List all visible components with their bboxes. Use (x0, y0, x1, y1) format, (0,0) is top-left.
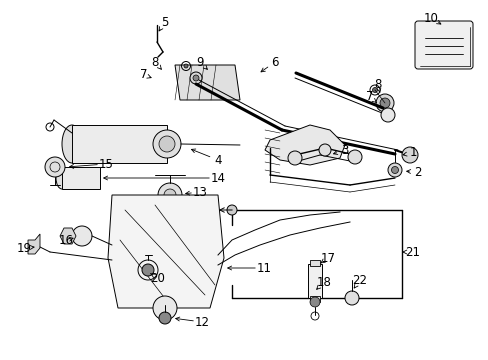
Circle shape (401, 147, 417, 163)
Circle shape (347, 150, 361, 164)
Text: 5: 5 (161, 15, 168, 28)
Circle shape (375, 94, 393, 112)
Text: 4: 4 (214, 153, 221, 166)
Text: 1: 1 (408, 147, 416, 159)
Circle shape (372, 87, 377, 93)
Text: 18: 18 (316, 275, 331, 288)
Text: 7: 7 (366, 90, 373, 104)
Text: 2: 2 (413, 166, 421, 179)
Circle shape (153, 130, 181, 158)
Bar (307, 264, 321, 298)
Polygon shape (264, 125, 345, 165)
Circle shape (287, 151, 302, 165)
Bar (309, 296, 319, 302)
Circle shape (345, 291, 358, 305)
Circle shape (45, 157, 65, 177)
Circle shape (226, 205, 237, 215)
Bar (72, 125, 167, 163)
Text: 7: 7 (140, 68, 147, 81)
Text: 19: 19 (17, 242, 31, 255)
Circle shape (159, 312, 171, 324)
Circle shape (309, 297, 319, 307)
Bar (62, 167, 100, 189)
Text: 14: 14 (210, 171, 225, 184)
Circle shape (153, 296, 177, 320)
Text: 13: 13 (192, 185, 207, 198)
Text: 22: 22 (352, 274, 367, 287)
Circle shape (391, 166, 398, 174)
Circle shape (379, 98, 389, 108)
Text: 20: 20 (150, 271, 165, 284)
FancyBboxPatch shape (414, 21, 472, 69)
Text: 17: 17 (320, 252, 335, 265)
Circle shape (163, 189, 176, 201)
Circle shape (380, 108, 394, 122)
Text: 8: 8 (373, 77, 381, 90)
Text: 10: 10 (423, 12, 438, 24)
Text: 3: 3 (341, 144, 348, 157)
Circle shape (193, 75, 199, 81)
Polygon shape (175, 65, 240, 100)
Text: 11: 11 (256, 261, 271, 274)
Text: 15: 15 (99, 158, 113, 171)
Text: 8: 8 (151, 55, 159, 68)
Circle shape (318, 144, 330, 156)
Text: 12: 12 (194, 315, 209, 328)
Ellipse shape (56, 167, 68, 189)
Ellipse shape (62, 125, 82, 163)
Bar (309, 260, 319, 266)
Circle shape (159, 136, 175, 152)
Circle shape (142, 264, 154, 276)
Circle shape (158, 183, 182, 207)
Polygon shape (60, 228, 76, 244)
Text: 6: 6 (271, 55, 278, 68)
Text: 21: 21 (405, 246, 420, 258)
Circle shape (387, 163, 401, 177)
Text: 9: 9 (196, 55, 203, 68)
Circle shape (190, 72, 202, 84)
Text: 16: 16 (59, 234, 73, 247)
Polygon shape (28, 234, 40, 254)
Circle shape (183, 64, 187, 68)
Circle shape (72, 226, 92, 246)
Polygon shape (108, 195, 224, 308)
